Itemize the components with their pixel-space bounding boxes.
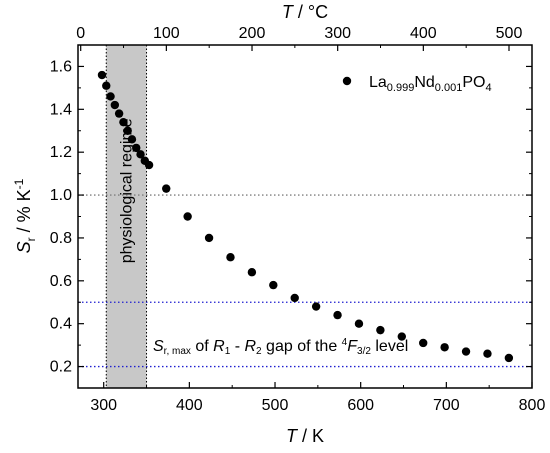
data-point (102, 81, 111, 90)
sr-max-annotation: Sr, max of R1 - R2 gap of the 4F3/2 leve… (153, 337, 408, 357)
y-tick-label: 0.8 (50, 230, 72, 247)
data-point (461, 347, 471, 356)
data-point (376, 325, 385, 335)
x-tick-label: 700 (433, 397, 460, 414)
plot-background (78, 45, 532, 388)
y-tick-label: 1.4 (50, 101, 72, 118)
top-axis-title: T / °C (282, 2, 328, 22)
x-axis-title: T / K (286, 426, 324, 446)
physiological-band-label: physiological regime (118, 118, 135, 263)
data-point (333, 310, 342, 320)
legend: La0.999Nd0.001PO4 (342, 74, 492, 94)
y-tick-label: 0.2 (50, 359, 72, 376)
data-point (136, 150, 145, 159)
x-tick-label: 600 (347, 397, 374, 414)
top-axis-ticks: 0 100 200 300 400 500 (76, 25, 522, 51)
top-tick-label: 200 (239, 25, 266, 42)
y-axis-ticks: 0.2 0.4 0.6 0.8 1.0 1.2 1.4 1.6 (50, 58, 532, 376)
data-point (269, 280, 278, 290)
data-point (123, 126, 132, 135)
y-tick-label: 0.4 (50, 316, 72, 333)
top-tick-label: 0 (76, 25, 85, 42)
x-tick-label: 500 (262, 397, 289, 414)
data-point (483, 349, 492, 358)
x-tick-label: 400 (176, 397, 203, 414)
data-point (226, 253, 235, 262)
data-point (311, 302, 321, 311)
data-point (97, 70, 107, 80)
x-tick-label: 300 (90, 397, 117, 414)
data-point (110, 100, 120, 110)
data-point (106, 92, 115, 101)
data-point (119, 117, 128, 127)
data-point (397, 332, 406, 341)
top-tick-label: 100 (153, 25, 180, 42)
x-tick-label: 800 (519, 397, 546, 414)
y-tick-label: 1.0 (50, 187, 72, 204)
data-point (114, 109, 124, 118)
top-tick-label: 400 (410, 25, 437, 42)
legend-marker (342, 76, 352, 86)
y-tick-label: 1.2 (50, 144, 72, 161)
x-axis-ticks: 300 400 500 600 700 800 (90, 382, 545, 414)
y-axis-title: Sr / % K-1 (12, 178, 38, 253)
data-point (204, 233, 214, 243)
data-point (419, 338, 428, 348)
top-tick-label: 300 (324, 25, 351, 42)
data-point (132, 143, 141, 153)
data-point (290, 293, 299, 303)
data-point (440, 343, 449, 352)
data-point (247, 268, 257, 277)
data-point (354, 319, 364, 328)
data-point (504, 353, 514, 363)
data-points (97, 70, 514, 363)
data-point (144, 160, 154, 170)
data-point (162, 184, 171, 193)
legend-label: La0.999Nd0.001PO4 (369, 74, 492, 94)
y-tick-label: 1.6 (50, 58, 72, 75)
data-point (183, 212, 192, 221)
data-point (127, 135, 137, 144)
top-tick-label: 500 (496, 25, 523, 42)
y-tick-label: 0.6 (50, 273, 72, 290)
